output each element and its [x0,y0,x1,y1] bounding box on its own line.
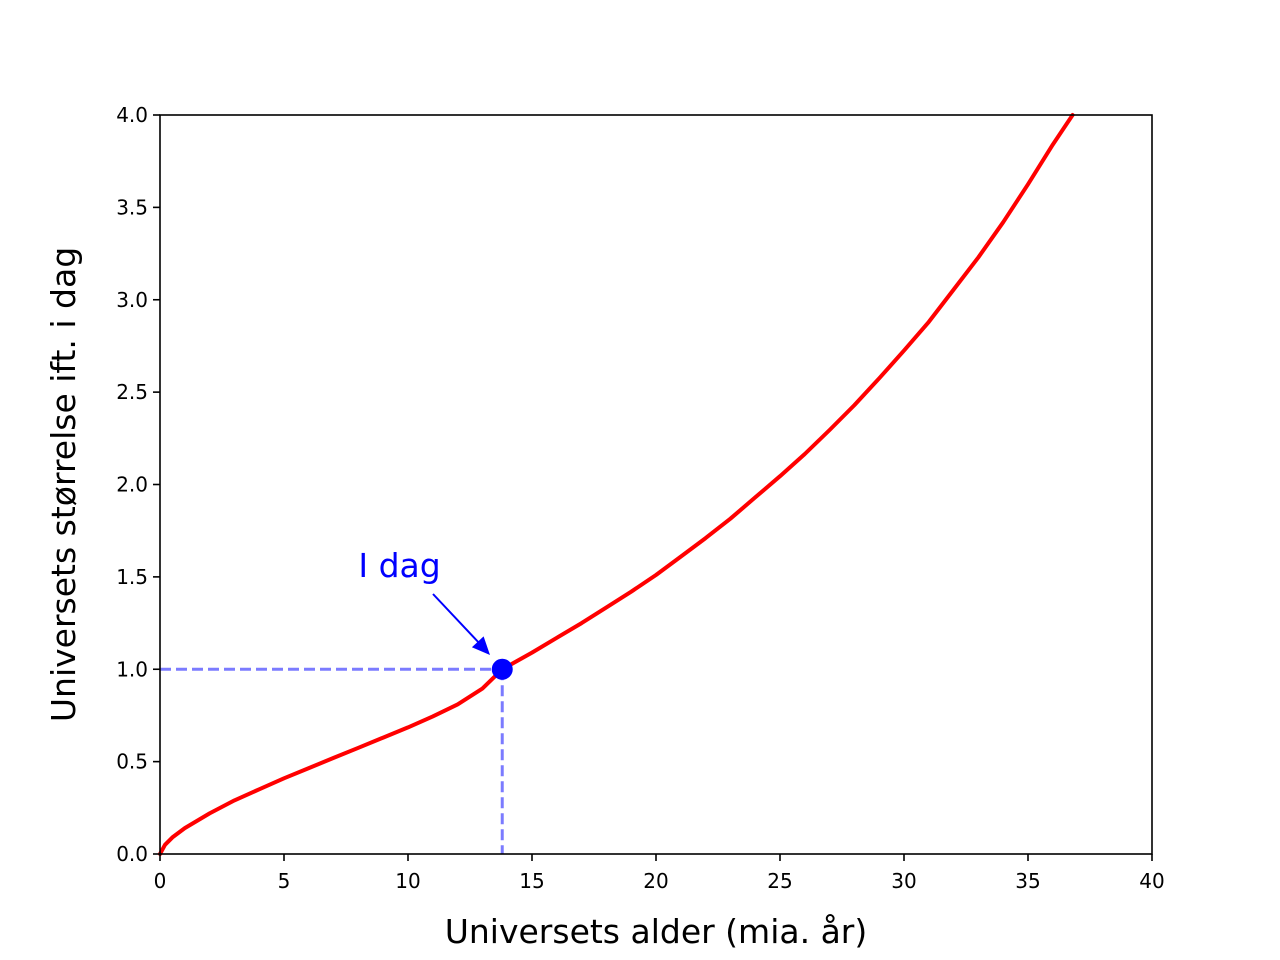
annotation-arrow-shaft [432,593,482,646]
series-line [158,113,1075,856]
y-tick-label: 0.0 [116,842,148,866]
plot-frame [159,114,1153,855]
y-axis-ticks: 0.0 0.5 1.0 1.5 2.0 2.5 3.0 3.5 4.0 [116,103,160,866]
x-tick-label: 10 [395,869,420,893]
y-axis-label: Universets størrelse ift. i dag [44,247,83,722]
x-tick-label: 5 [278,869,291,893]
x-tick-label: 40 [1139,869,1164,893]
y-tick-label: 3.0 [116,288,148,312]
y-tick-label: 2.0 [116,473,148,497]
y-tick-label: 3.5 [116,195,148,219]
marker-layer [491,658,513,680]
annotation-arrow-head [471,636,490,655]
y-tick-label: 0.5 [116,750,148,774]
y-tick-label: 1.5 [116,565,148,589]
x-tick-label: 35 [1015,869,1040,893]
today-marker [491,658,513,680]
x-axis-ticks: 0 5 10 15 20 25 30 35 40 [154,854,1165,893]
x-tick-label: 30 [891,869,916,893]
x-tick-label: 0 [154,869,167,893]
x-tick-label: 15 [519,869,544,893]
x-axis-label: Universets alder (mia. år) [445,912,868,951]
y-tick-label: 1.0 [116,657,148,681]
x-tick-label: 25 [767,869,792,893]
reference-lines [160,667,504,854]
y-tick-label: 2.5 [116,380,148,404]
series-layer [158,113,1075,856]
annotation-layer: I dag [358,546,490,655]
y-tick-label: 4.0 [116,103,148,127]
x-tick-label: 20 [643,869,668,893]
annotation-label: I dag [358,546,440,585]
